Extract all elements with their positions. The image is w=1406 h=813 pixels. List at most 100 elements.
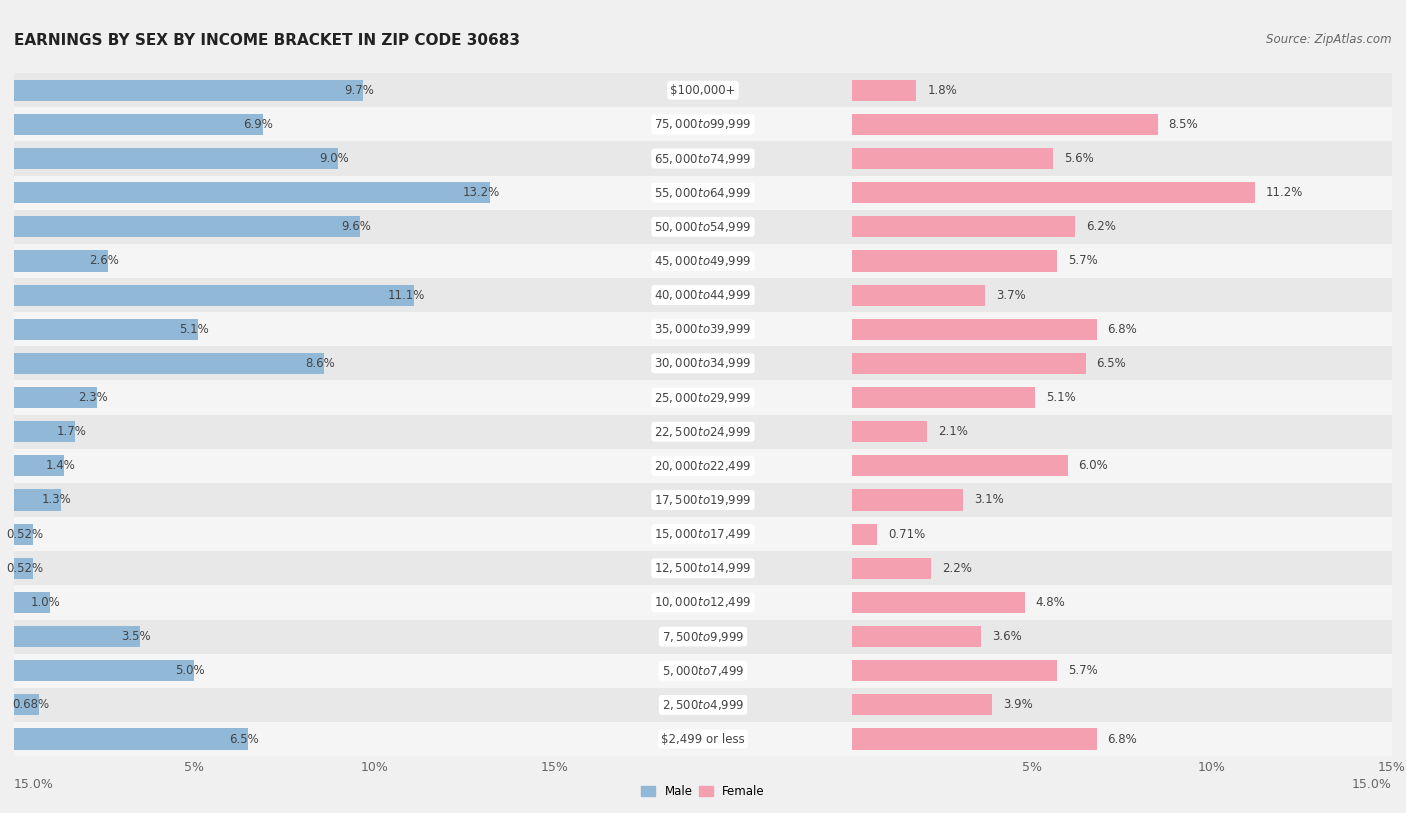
Bar bbox=[14, 722, 554, 756]
Bar bbox=[554, 585, 852, 620]
Text: $20,000 to $22,499: $20,000 to $22,499 bbox=[654, 459, 752, 473]
Bar bbox=[14, 250, 108, 272]
Bar bbox=[554, 449, 852, 483]
Bar bbox=[14, 694, 38, 715]
Text: 5.7%: 5.7% bbox=[1067, 254, 1098, 267]
Bar bbox=[852, 620, 1392, 654]
Bar bbox=[852, 216, 1076, 237]
Text: $7,500 to $9,999: $7,500 to $9,999 bbox=[662, 629, 744, 644]
Text: 15.0%: 15.0% bbox=[1353, 778, 1392, 791]
Bar bbox=[852, 517, 1392, 551]
Text: $10,000 to $12,499: $10,000 to $12,499 bbox=[654, 595, 752, 610]
Text: $25,000 to $29,999: $25,000 to $29,999 bbox=[654, 390, 752, 405]
Text: 6.2%: 6.2% bbox=[1085, 220, 1115, 233]
Text: 0.52%: 0.52% bbox=[7, 528, 44, 541]
Bar bbox=[554, 688, 852, 722]
Text: Source: ZipAtlas.com: Source: ZipAtlas.com bbox=[1267, 33, 1392, 46]
Bar bbox=[14, 524, 32, 545]
Text: 5.0%: 5.0% bbox=[176, 664, 205, 677]
Bar bbox=[852, 626, 981, 647]
Text: 6.5%: 6.5% bbox=[1097, 357, 1126, 370]
Bar bbox=[852, 722, 1392, 756]
Text: 5.1%: 5.1% bbox=[179, 323, 208, 336]
Bar bbox=[554, 415, 852, 449]
Text: 8.6%: 8.6% bbox=[305, 357, 335, 370]
Text: 2.3%: 2.3% bbox=[77, 391, 108, 404]
Text: 3.7%: 3.7% bbox=[995, 289, 1025, 302]
Bar bbox=[14, 278, 554, 312]
Text: $30,000 to $34,999: $30,000 to $34,999 bbox=[654, 356, 752, 371]
Bar bbox=[554, 278, 852, 312]
Text: 0.68%: 0.68% bbox=[13, 698, 49, 711]
Text: 3.1%: 3.1% bbox=[974, 493, 1004, 506]
Text: 2.1%: 2.1% bbox=[938, 425, 967, 438]
Text: 9.7%: 9.7% bbox=[344, 84, 374, 97]
Text: 4.8%: 4.8% bbox=[1035, 596, 1066, 609]
Bar bbox=[14, 148, 339, 169]
Bar bbox=[852, 489, 963, 511]
Text: 1.4%: 1.4% bbox=[45, 459, 76, 472]
Bar bbox=[852, 244, 1392, 278]
Bar bbox=[14, 216, 360, 237]
Bar bbox=[852, 114, 1157, 135]
Text: 5.7%: 5.7% bbox=[1067, 664, 1098, 677]
Bar bbox=[14, 387, 97, 408]
Bar bbox=[852, 346, 1392, 380]
Bar bbox=[14, 380, 554, 415]
Bar bbox=[14, 312, 554, 346]
Bar bbox=[852, 312, 1392, 346]
Text: $45,000 to $49,999: $45,000 to $49,999 bbox=[654, 254, 752, 268]
Text: $65,000 to $74,999: $65,000 to $74,999 bbox=[654, 151, 752, 166]
Bar bbox=[852, 585, 1392, 620]
Bar bbox=[852, 483, 1392, 517]
Bar bbox=[852, 250, 1057, 272]
Bar bbox=[14, 114, 263, 135]
Bar bbox=[554, 141, 852, 176]
Bar bbox=[554, 73, 852, 107]
Bar bbox=[14, 80, 364, 101]
Bar bbox=[852, 141, 1392, 176]
Text: EARNINGS BY SEX BY INCOME BRACKET IN ZIP CODE 30683: EARNINGS BY SEX BY INCOME BRACKET IN ZIP… bbox=[14, 33, 520, 47]
Bar bbox=[852, 353, 1085, 374]
Text: 13.2%: 13.2% bbox=[463, 186, 501, 199]
Text: 6.8%: 6.8% bbox=[1108, 323, 1137, 336]
Bar bbox=[14, 319, 198, 340]
Bar bbox=[852, 176, 1392, 210]
Bar bbox=[14, 346, 554, 380]
Bar bbox=[554, 244, 852, 278]
Bar bbox=[852, 449, 1392, 483]
Bar bbox=[14, 551, 554, 585]
Bar bbox=[852, 694, 993, 715]
Bar bbox=[554, 654, 852, 688]
Bar bbox=[14, 415, 554, 449]
Bar bbox=[852, 380, 1392, 415]
Bar bbox=[14, 244, 554, 278]
Bar bbox=[554, 551, 852, 585]
Bar bbox=[852, 182, 1256, 203]
Bar bbox=[14, 585, 554, 620]
Bar bbox=[14, 489, 60, 511]
Bar bbox=[14, 620, 554, 654]
Bar bbox=[852, 728, 1097, 750]
Bar bbox=[14, 141, 554, 176]
Bar bbox=[852, 148, 1053, 169]
Bar bbox=[852, 285, 984, 306]
Bar bbox=[14, 353, 323, 374]
Text: 3.9%: 3.9% bbox=[1002, 698, 1032, 711]
Text: 1.7%: 1.7% bbox=[56, 425, 86, 438]
Text: 1.0%: 1.0% bbox=[31, 596, 60, 609]
Text: 9.6%: 9.6% bbox=[340, 220, 371, 233]
Bar bbox=[14, 517, 554, 551]
Bar bbox=[852, 210, 1392, 244]
Text: $2,500 to $4,999: $2,500 to $4,999 bbox=[662, 698, 744, 712]
Bar bbox=[14, 176, 554, 210]
Bar bbox=[14, 285, 413, 306]
Text: 2.6%: 2.6% bbox=[89, 254, 118, 267]
Bar bbox=[554, 210, 852, 244]
Bar bbox=[14, 688, 554, 722]
Bar bbox=[14, 483, 554, 517]
Text: $2,499 or less: $2,499 or less bbox=[661, 733, 745, 746]
Text: 3.5%: 3.5% bbox=[121, 630, 150, 643]
Text: $17,500 to $19,999: $17,500 to $19,999 bbox=[654, 493, 752, 507]
Bar bbox=[14, 626, 141, 647]
